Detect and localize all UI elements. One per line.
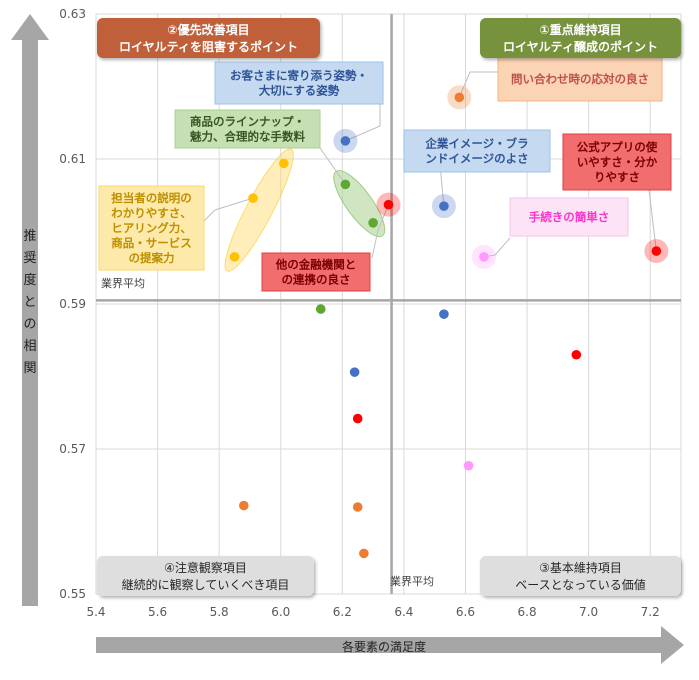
y-axis-title-char: 奨	[23, 251, 36, 266]
annotation-leader-line	[648, 189, 657, 252]
quadrant-title: ③基本維持項目	[539, 560, 622, 575]
data-point[interactable]	[651, 246, 662, 256]
annotation-label: りやすさ	[594, 170, 640, 184]
data-point[interactable]	[368, 218, 378, 228]
data-point[interactable]	[454, 92, 465, 103]
quadrant-label-box	[480, 18, 681, 58]
annotation-label: 商品のラインナップ・	[190, 115, 305, 129]
y-tick-label: 0.55	[59, 587, 86, 601]
annotation-label: わかりやすさ、	[111, 206, 192, 220]
annotation-label: ヒアリング力、	[111, 221, 192, 235]
annotation-leader-line	[458, 71, 498, 98]
data-point[interactable]	[359, 548, 369, 559]
data-point[interactable]	[463, 460, 474, 471]
data-point[interactable]	[439, 201, 449, 211]
annotation-label: 商品・サービス	[111, 236, 192, 250]
x-tick-label: 6.4	[394, 605, 413, 619]
x-tick-label: 5.4	[86, 605, 105, 619]
annotation-box	[214, 61, 384, 105]
y-axis-title-char: 関	[23, 361, 36, 376]
quadrant-title: ②優先改善項目	[167, 22, 249, 37]
data-point[interactable]	[340, 136, 351, 146]
data-point[interactable]	[279, 158, 289, 169]
annotation-box	[261, 252, 371, 292]
annotation-leader-line	[345, 104, 381, 142]
y-axis-title-char: 推	[23, 229, 36, 244]
quadrant-title: ①重点維持項目	[539, 22, 621, 37]
data-point[interactable]	[571, 349, 582, 360]
x-tick-label: 6.8	[518, 605, 537, 619]
annotation-box	[98, 185, 205, 271]
annotation-box	[562, 133, 672, 191]
annotation-label: 担当者の説明の	[111, 191, 192, 205]
annotation-leader-line	[371, 204, 389, 259]
x-tick-label: 6.2	[333, 605, 352, 619]
data-point[interactable]	[238, 500, 249, 511]
x-tick-label: 7.2	[641, 605, 660, 619]
annotation-box	[174, 109, 321, 149]
annotation-label: ンドイメージのよさ	[425, 152, 528, 166]
y-axis-title-char: 相	[23, 339, 36, 354]
data-point[interactable]	[315, 304, 326, 314]
quadrant-label-box	[480, 556, 681, 596]
x-tick-label: 5.6	[148, 605, 167, 619]
annotation-label: 公式アプリの使	[577, 140, 658, 154]
point-group-ellipse	[224, 148, 294, 272]
annotation-box	[403, 129, 551, 173]
data-point[interactable]	[439, 309, 449, 319]
annotation-label: お客さまに寄り添う姿勢・	[230, 69, 368, 83]
y-tick-label: 0.63	[59, 7, 86, 21]
y-axis-title-char: の	[23, 317, 36, 332]
data-point[interactable]	[229, 252, 240, 262]
quadrant-label-box	[97, 556, 314, 596]
annotation-label: 魅力、合理的な手数料	[190, 130, 305, 144]
x-tick-label: 6.6	[456, 605, 475, 619]
industry-average-label-horizontal: 業界平均	[101, 277, 145, 290]
x-tick-label: 6.0	[271, 605, 290, 619]
annotation-label: の提案力	[129, 251, 175, 265]
annotation-leader-line	[199, 197, 254, 226]
data-point[interactable]	[248, 193, 258, 203]
data-point[interactable]	[479, 252, 489, 262]
annotation-box	[509, 197, 629, 237]
quadrant-title: ④注意観察項目	[164, 560, 247, 575]
x-tick-label: 5.8	[210, 605, 229, 619]
data-point[interactable]	[352, 502, 363, 512]
quadrant-label-box	[97, 18, 320, 58]
data-point[interactable]	[352, 413, 363, 424]
annotation-label: 他の金融機関と	[275, 258, 357, 272]
annotation-label: 企業イメージ・ブラ	[424, 137, 528, 151]
x-tick-label: 7.0	[579, 605, 598, 619]
y-tick-label: 0.57	[59, 442, 86, 456]
y-tick-label: 0.61	[59, 152, 86, 166]
y-tick-label: 0.59	[59, 297, 86, 311]
industry-average-label-vertical: 業界平均	[390, 575, 434, 588]
annotation-label: 手続きの簡単さ	[529, 210, 610, 224]
annotation-box	[497, 56, 663, 102]
quadrant-subtitle: ロイヤルティを阻害するポイント	[119, 39, 298, 54]
y-axis-title-char: 度	[23, 272, 36, 288]
data-point[interactable]	[383, 199, 394, 210]
data-point[interactable]	[340, 179, 351, 190]
x-axis-arrow	[96, 626, 684, 664]
annotation-label: の連携の良さ	[282, 273, 351, 287]
y-axis-title-char: と	[23, 295, 36, 310]
annotation-label: 大切にする姿勢	[259, 84, 340, 98]
y-axis-arrow	[11, 14, 49, 606]
annotation-label: いやすさ・分か	[577, 155, 658, 169]
quadrant-subtitle: 継続的に観察していくべき項目	[122, 577, 290, 592]
x-axis-title: 各要素の満足度	[342, 639, 426, 654]
annotation-label: 問い合わせ時の応対の良さ	[511, 72, 649, 86]
quadrant-subtitle: ロイヤルティ醸成のポイント	[503, 39, 658, 54]
data-point[interactable]	[349, 367, 360, 377]
quadrant-subtitle: ベースとなっている価値	[515, 577, 645, 592]
